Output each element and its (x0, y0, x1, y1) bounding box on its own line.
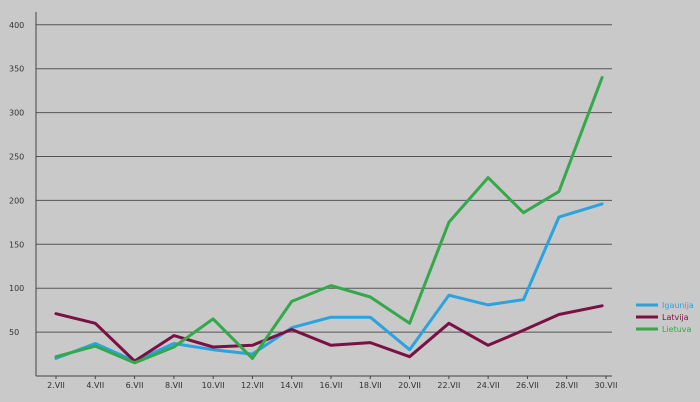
x-tick-label: 16.VII (320, 381, 343, 390)
y-tick-label: 350 (9, 65, 24, 74)
x-tick-label: 18.VII (359, 381, 382, 390)
x-tick-label: 14.VII (280, 381, 303, 390)
y-tick-label: 50 (9, 328, 19, 337)
x-tick-label: 20.VII (398, 381, 421, 390)
y-tick-label: 200 (9, 196, 24, 205)
legend: Igaunija Latvija Lietuva (636, 301, 694, 334)
x-tick-label: 28.VII (555, 381, 578, 390)
y-tick-label: 150 (9, 240, 24, 249)
x-tick-label: 12.VII (241, 381, 264, 390)
series-line-latvija (54, 304, 604, 363)
x-tick-label: 2.VII (47, 381, 65, 390)
x-tick-label: 8.VII (165, 381, 183, 390)
series-line-igaunija (54, 202, 604, 363)
x-tick-label: 26.VII (516, 381, 539, 390)
x-tick-label: 4.VII (86, 381, 104, 390)
legend-label: Latvija (662, 313, 689, 322)
x-tick-label: 24.VII (477, 381, 500, 390)
x-tick-label: 22.VII (437, 381, 460, 390)
series-lines (54, 76, 604, 365)
y-tick-label: 400 (9, 21, 24, 30)
series-line-lietuva (54, 76, 604, 365)
x-tick-label: 6.VII (126, 381, 144, 390)
y-tick-label: 100 (9, 284, 24, 293)
y-tick-label: 300 (9, 109, 24, 118)
grid-lines (36, 24, 612, 333)
y-axis: 400 350 300 250 200 150 100 50 (9, 12, 37, 376)
x-axis: 2.VII 4.VII 6.VII 8.VII 10.VII 12.VII 14.VII 16… (36, 375, 618, 390)
x-tick-label: 10.VII (202, 381, 225, 390)
y-tick-label: 250 (9, 153, 24, 162)
x-tick-label: 30.VII (595, 381, 618, 390)
legend-label: Igaunija (662, 301, 694, 310)
legend-label: Lietuva (662, 325, 692, 334)
